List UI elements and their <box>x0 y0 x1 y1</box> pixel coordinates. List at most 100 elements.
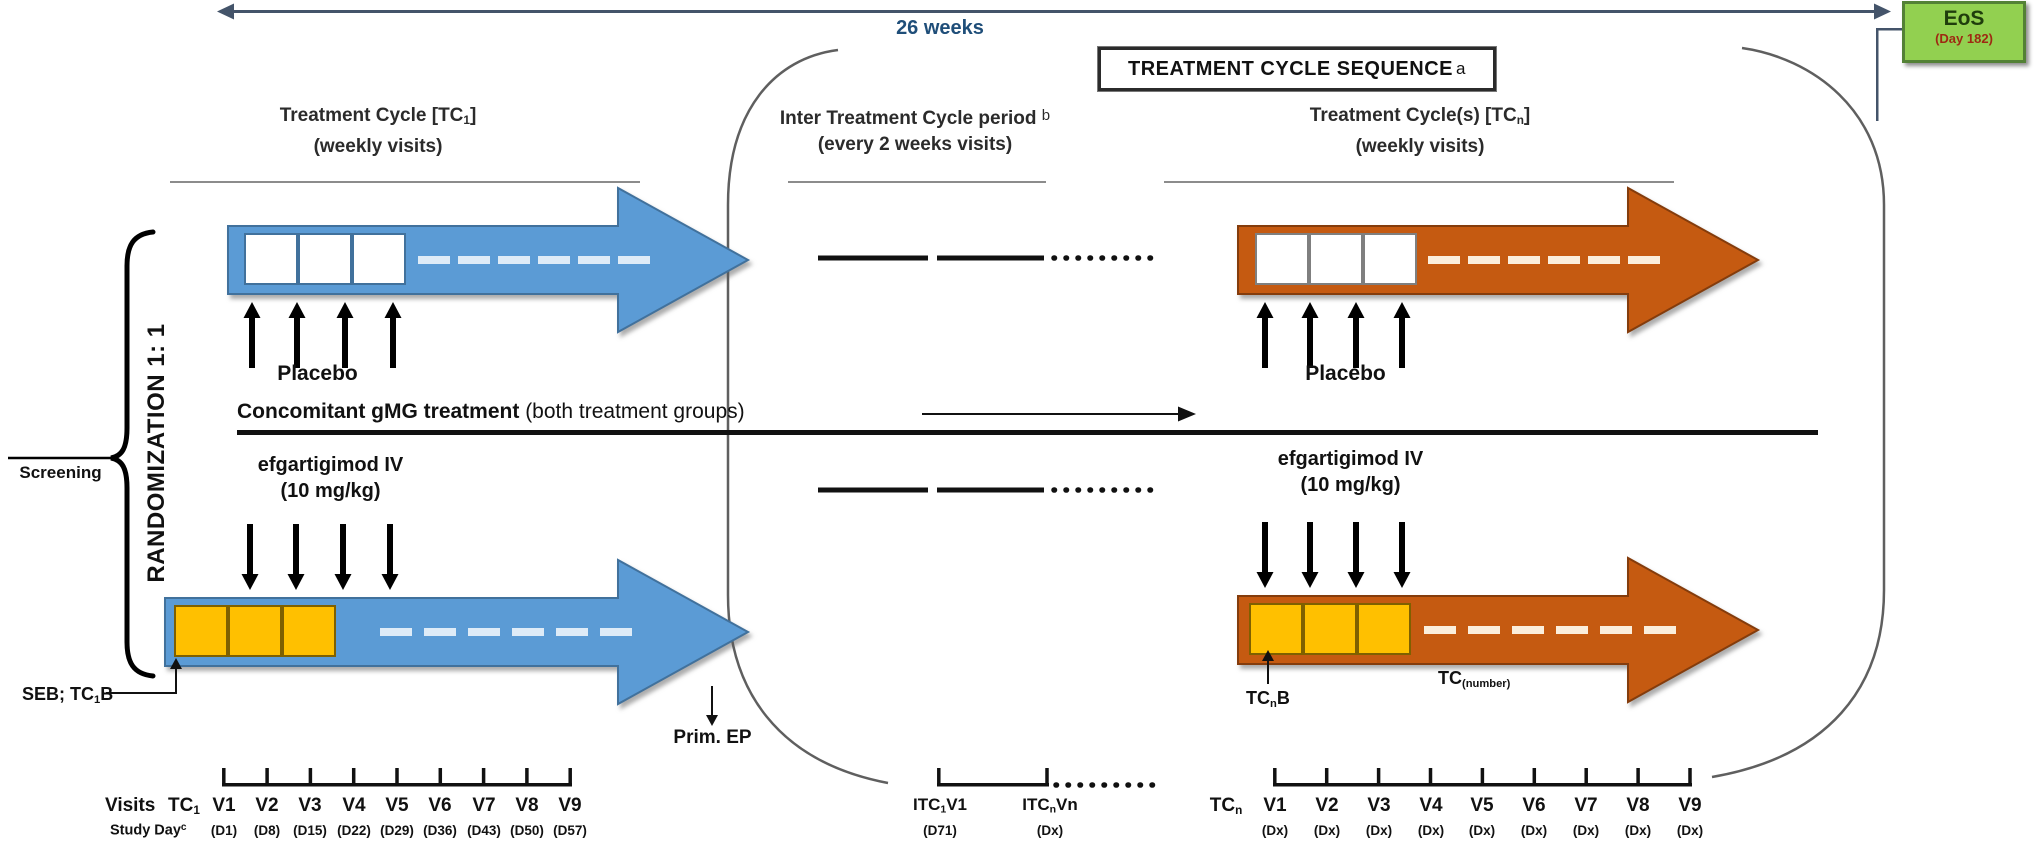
study-day-label: (D50) <box>510 823 544 838</box>
visit-ruler-tc1 <box>222 768 572 787</box>
eos-day: (Day 182) <box>1935 31 1993 46</box>
study-day-label: (Dx) <box>1365 823 1393 838</box>
drug-dose: (10 mg/kg) <box>1300 474 1401 496</box>
study-day-label: (Dx) <box>1313 823 1341 838</box>
drug-dose-box <box>228 605 282 657</box>
drug-name: efgartigimod IV <box>257 454 404 476</box>
placebo-label-right: Placebo <box>1305 362 1386 385</box>
itc-text: V1 <box>946 795 968 814</box>
drug-dose-box <box>1249 603 1303 655</box>
visit-label: V5 <box>385 795 409 816</box>
treatment-cycle-sequence-banner: TREATMENT CYCLE SEQUENCE a <box>1097 46 1497 92</box>
seb-connector <box>106 658 182 694</box>
header-subtitle: (every 2 weeks visits) <box>817 134 1013 155</box>
cycle-label-tcn: TCn <box>1198 795 1254 817</box>
study-day-label: (Dx) <box>1572 823 1600 838</box>
tc1-efgartigimod-arrow <box>164 558 751 706</box>
study-day-label: (Dx) <box>1520 823 1548 838</box>
header-text: ] <box>1523 105 1531 126</box>
tcnb-text: TC <box>1246 688 1270 708</box>
placebo-label-left: Placebo <box>277 362 358 385</box>
visit-label: V8 <box>1626 795 1650 816</box>
arrowhead-up-icon <box>1262 650 1274 661</box>
tcnb-label: TCnB <box>1246 688 1290 710</box>
itcn-vn-label: ITCnVn <box>995 795 1105 816</box>
concomitant-baseline <box>237 430 1818 435</box>
study-day-label: (Dx) <box>1261 823 1289 838</box>
itc-text: Vn <box>1056 795 1078 814</box>
visit-label: V6 <box>1522 795 1546 816</box>
sequence-paren-right <box>1711 46 1886 779</box>
arrow-dashes <box>1428 256 1660 264</box>
timeline-26-weeks-arrow <box>217 3 1891 20</box>
concomitant-bold-text: Concomitant gMG treatment <box>237 400 520 423</box>
header-treatment-cycle-tcn: Treatment Cycle(s) [TCn] (weekly visits) <box>1200 103 1640 160</box>
seb-text: SEB; TC <box>22 684 94 704</box>
drug-dose-arrows-down-right <box>1256 522 1411 588</box>
arrow-dashes <box>418 256 650 264</box>
visit-label: V7 <box>472 795 496 816</box>
drug-dose-box <box>1357 603 1411 655</box>
visit-label: V8 <box>515 795 539 816</box>
drug-dose-box <box>282 605 336 657</box>
visit-label: V4 <box>1419 795 1443 816</box>
header-text: Treatment Cycle(s) [TC <box>1309 105 1517 126</box>
banner-title: TREATMENT CYCLE SEQUENCE <box>1128 57 1453 80</box>
cycle-label-tc1: TC1 <box>168 795 200 817</box>
visit-label: V9 <box>1678 795 1702 816</box>
header-text: Inter Treatment Cycle period <box>779 108 1037 129</box>
arrowhead-right-icon <box>1874 3 1891 20</box>
study-day-label: (D43) <box>467 823 501 838</box>
visit-label: V7 <box>1574 795 1598 816</box>
visit-label: V9 <box>558 795 582 816</box>
header-underline <box>788 181 1046 183</box>
visit-label: V6 <box>428 795 452 816</box>
concomitant-arrow <box>922 406 1196 422</box>
placebo-dose-box <box>1309 233 1363 285</box>
study-day-label: (D29) <box>380 823 414 838</box>
placebo-dose-box <box>244 233 298 285</box>
study-day-label: (D57) <box>553 823 587 838</box>
seb-sub: 1 <box>94 693 101 706</box>
header-underline <box>1164 181 1674 183</box>
drug-name: efgartigimod IV <box>1277 448 1424 470</box>
placebo-dose-box <box>1363 233 1417 285</box>
header-treatment-cycle-tc1: Treatment Cycle [TC1] (weekly visits) <box>158 103 598 160</box>
header-text: Treatment Cycle [TC <box>279 105 464 126</box>
visit-label: V3 <box>1367 795 1391 816</box>
visit-ruler-itc <box>937 768 1049 787</box>
visit-label: V2 <box>255 795 279 816</box>
placebo-dose-arrows-up-left <box>243 302 402 368</box>
eos-title: EoS <box>1943 7 1985 30</box>
cycle-text: TC <box>1209 795 1236 816</box>
seb-text: B <box>100 684 114 704</box>
eos-box: EoS (Day 182) <box>1902 1 2026 63</box>
drug-dose-box <box>174 605 228 657</box>
tcn-efgartigimod-arrow <box>1237 556 1761 704</box>
itcn-day-label: (Dx) <box>1036 823 1064 838</box>
header-inter-treatment-cycle: Inter Treatment Cycle period b (every 2 … <box>700 103 1130 158</box>
arrowhead-down-icon <box>706 715 718 726</box>
study-day-text: Study Day <box>110 822 181 839</box>
tc-number-label: TC(number) <box>1438 668 1510 690</box>
tcnb-connector <box>1262 650 1274 684</box>
study-day-footnote: c <box>180 822 187 833</box>
eos-connector-line <box>1876 28 1903 121</box>
study-day-row-label: Study Dayc <box>110 822 187 839</box>
drug-dose: (10 mg/kg) <box>280 480 381 502</box>
tcn-placebo-arrow <box>1237 186 1761 334</box>
header-subtitle: (weekly visits) <box>1355 135 1485 157</box>
placebo-dose-arrows-up-right <box>1256 302 1411 368</box>
placebo-dose-box <box>352 233 406 285</box>
visit-label: V3 <box>298 795 322 816</box>
header-underline <box>170 181 640 183</box>
randomization-label: RANDOMIZATION 1: 1 <box>143 323 170 583</box>
arrow-dashes <box>1424 626 1676 634</box>
itc-sub: n <box>1049 803 1057 816</box>
visits-row-label: Visits <box>105 795 156 816</box>
placebo-dose-box <box>1255 233 1309 285</box>
tcnum-text: TC <box>1438 668 1462 688</box>
header-subtitle: (weekly visits) <box>313 135 443 157</box>
efgartigimod-label-right: efgartigimod IV (10 mg/kg) <box>1248 446 1453 498</box>
